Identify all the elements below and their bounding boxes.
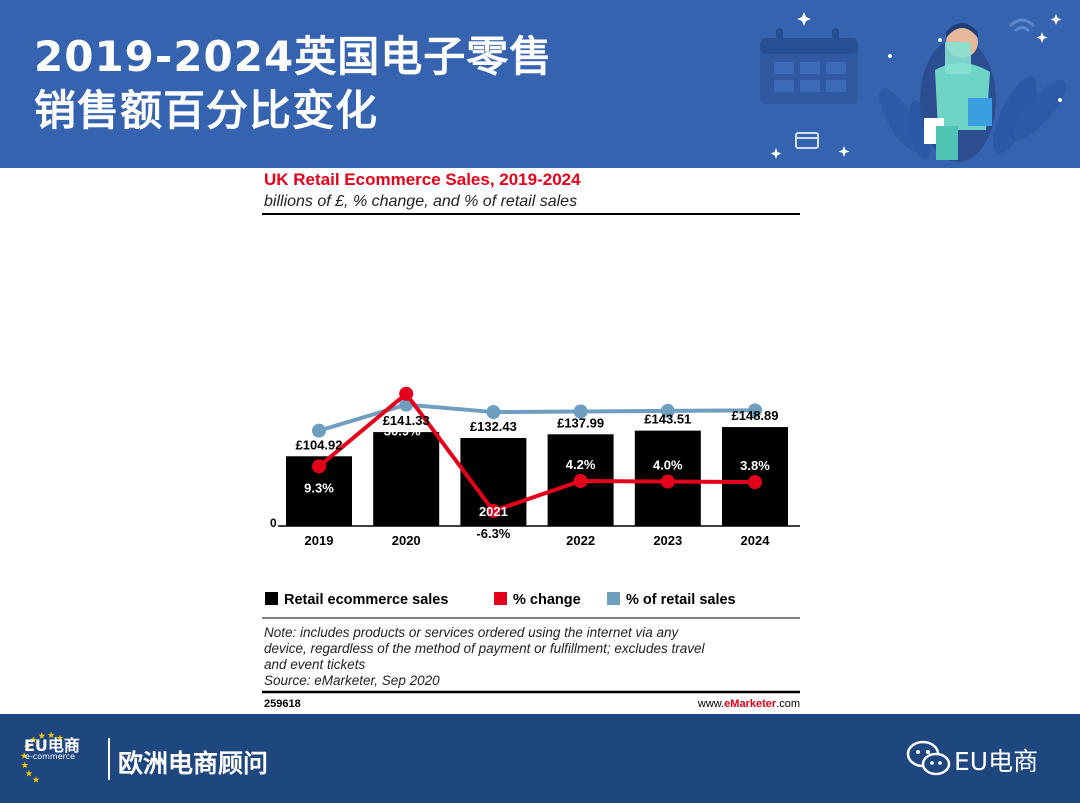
footer-bar: EU电商 e-commerce 欧洲电商顾问 EU电商 <box>0 714 1080 803</box>
page-title-line-2: 销售额百分比变化 <box>34 86 379 135</box>
legend-swatch-pct-retail <box>607 592 620 605</box>
bar-2020 <box>373 432 440 526</box>
chart-title: UK Retail Ecommerce Sales, 2019-2024 <box>264 170 581 189</box>
pct-retail-point <box>573 404 588 419</box>
bar-value-label: £132.43 <box>470 419 517 434</box>
pct-retail-label: 28.9% <box>737 383 774 398</box>
header-banner: 2019-2024英国电子零售 销售额百分比变化 <box>0 0 1080 168</box>
pct-retail-point <box>312 423 326 438</box>
shopper-figure <box>920 23 996 162</box>
legend-label-pct-retail: % of retail sales <box>626 592 736 608</box>
bar-value-label: £104.92 <box>296 437 343 452</box>
pct-change-label: 3.8% <box>740 458 770 473</box>
note-line: and event tickets <box>264 657 366 672</box>
pct-change-label: 9.3% <box>304 480 334 495</box>
pct-change-point <box>660 474 675 489</box>
x-tick-label: 2019 <box>305 533 334 548</box>
chart-subtitle: billions of £, % change, and % of retail… <box>264 193 577 210</box>
pct-change-label: -6.3% <box>476 526 510 541</box>
labels-layer: £104.92£141.33 £132.43 £137.99 £143.51 £148.… <box>296 366 779 548</box>
brand-name: 欧洲电商顾问 <box>118 749 269 778</box>
shopping-illustration <box>760 12 1067 162</box>
logo-star <box>29 736 37 743</box>
brand-bold: eMarketer <box>724 698 777 710</box>
pct-retail-point <box>486 405 501 420</box>
pct-retail-line <box>318 402 756 433</box>
source-line: Source: eMarketer, Sep 2020 <box>264 673 440 688</box>
footer-divider <box>108 738 110 780</box>
pct-change-point <box>399 386 414 401</box>
eu-stars-logo <box>20 731 64 783</box>
logo-star <box>23 743 31 750</box>
x-tick-label: 2024 <box>741 533 771 548</box>
legend-swatch-sales <box>265 592 278 605</box>
logo-text: EU电商 <box>24 736 80 755</box>
pct-retail-label: 28.7% <box>649 384 686 399</box>
wechat-icon <box>906 740 951 776</box>
pct-change-label: 4.2% <box>566 457 596 472</box>
note-line: device, regardless of the method of paym… <box>264 641 705 656</box>
brand-suffix: .com <box>776 698 800 710</box>
legend: Retail ecommerce sales % change % of ret… <box>265 592 736 608</box>
wechat-account-label: EU电商 <box>954 747 1039 776</box>
legend-label-pct-change: % change <box>513 592 581 608</box>
wifi-icon <box>1008 18 1036 33</box>
bar-value-label: £143.51 <box>644 412 691 427</box>
logo-subtext: e-commerce <box>25 752 76 761</box>
pct-change-label: 4.0% <box>653 458 683 473</box>
credit-card-icon <box>795 132 819 149</box>
pct-change-point <box>573 473 588 488</box>
sparkle-decoration <box>770 12 1062 159</box>
bar-value-label: £137.99 <box>557 415 604 430</box>
page-title-line-1: 2019-2024英国电子零售 <box>34 32 553 81</box>
pct-change-label: 34.7% <box>388 366 425 381</box>
logo-star <box>56 734 64 742</box>
x-tick-label: 2022 <box>566 533 595 548</box>
legend-swatch-pct-change <box>494 592 507 605</box>
pct-retail-label: 28.3% <box>475 385 512 400</box>
logo-star <box>21 761 29 769</box>
pct-retail-label: 30.9% <box>384 424 421 439</box>
chart-note: Note: includes products or services orde… <box>264 625 705 688</box>
logo-star <box>38 732 46 739</box>
note-line: Note: includes products or services orde… <box>264 625 679 640</box>
calendar-icon <box>760 28 858 104</box>
x-tick-label: 2023 <box>653 533 682 548</box>
x-tick-label: 2021 <box>479 504 508 519</box>
pct-change-point <box>486 504 501 519</box>
logo-star <box>32 776 40 783</box>
pct-change-point <box>748 475 762 490</box>
pct-retail-label: 21.8% <box>301 404 338 419</box>
emarketer-brand: www.eMarketer.com <box>697 698 800 710</box>
pct-retail-point <box>748 403 762 418</box>
bar-value-label: £148.89 <box>732 408 779 423</box>
pct-change-line <box>317 391 756 514</box>
logo-star <box>47 731 55 739</box>
y-axis-zero-label: 0 <box>270 516 277 530</box>
pct-retail-label: 28.5% <box>562 384 599 399</box>
chart: UK Retail Ecommerce Sales, 2019-2024 bil… <box>262 168 802 713</box>
lines-layer <box>312 386 762 519</box>
chart-id: 259618 <box>264 698 301 710</box>
x-tick-label: 2020 <box>392 533 421 548</box>
legend-label-sales: Retail ecommerce sales <box>284 592 448 608</box>
pct-change-point <box>312 459 326 474</box>
pct-retail-point <box>660 403 675 418</box>
page-title: 2019-2024英国电子零售 销售额百分比变化 <box>34 30 552 138</box>
logo-star <box>20 752 28 759</box>
brand-prefix: www. <box>697 698 724 710</box>
logo-star <box>25 770 33 777</box>
